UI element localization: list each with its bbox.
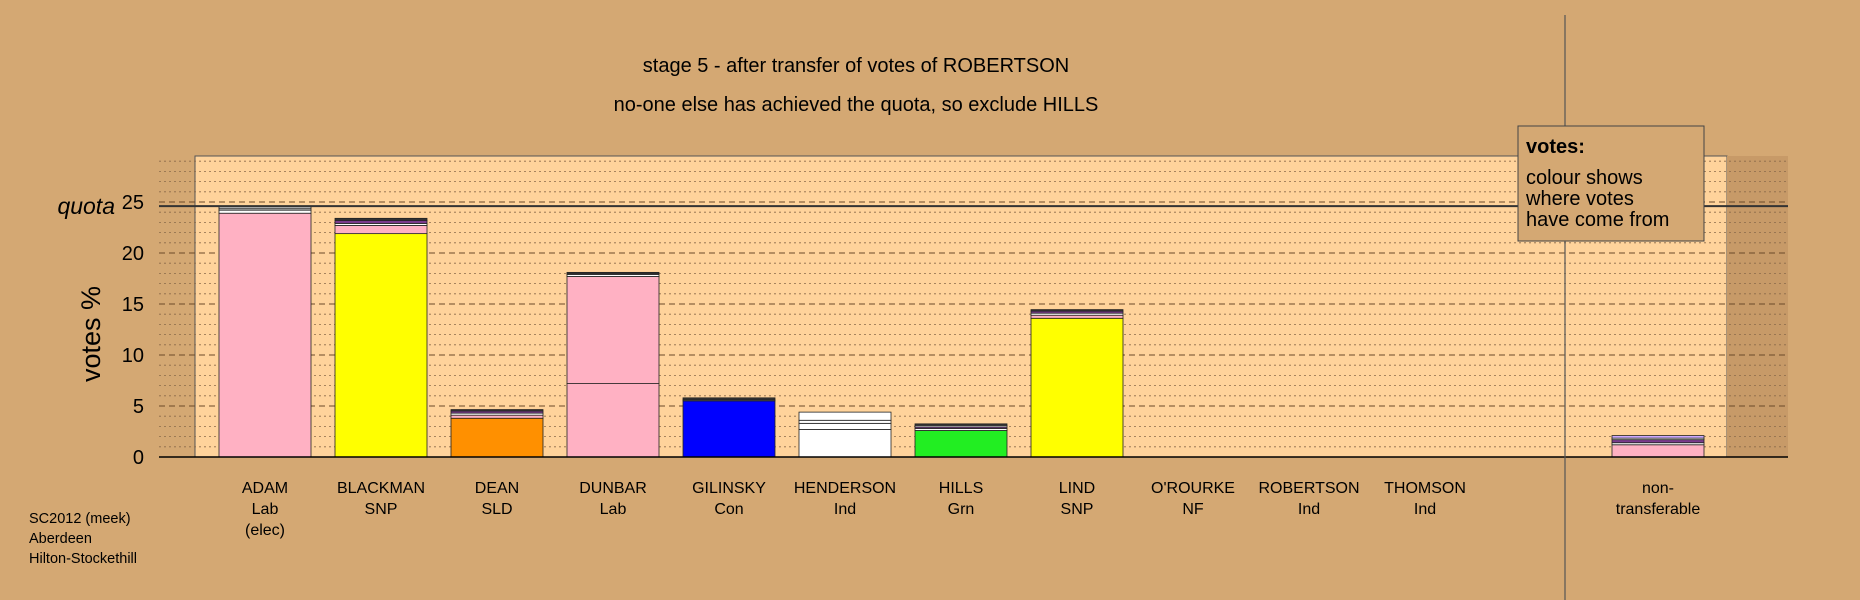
bar-segment (334, 219, 428, 224)
y-tick-label: 5 (133, 396, 144, 418)
candidate-labels: ADAM Lab (elec) BLACKMAN SNP DEAN SLD DUNBAR Lab… (242, 480, 1700, 539)
right-shade (1727, 156, 1788, 457)
chart-title: stage 5 - after transfer of votes of ROB… (643, 55, 1069, 77)
bar-segment (218, 212, 312, 458)
grid-lines (159, 160, 1788, 448)
nontransferable-label: non- (1642, 480, 1674, 497)
candidate-party-label: Lab (252, 501, 279, 518)
candidate-name-label: HILLS (939, 480, 983, 497)
candidate-party-label: SNP (365, 501, 398, 518)
footnote-line: Hilton-Stockethill (29, 551, 137, 567)
candidate-name-label: BLACKMAN (337, 480, 425, 497)
y-tick-label: 0 (133, 447, 144, 469)
bar-segment (1030, 309, 1124, 312)
legend-line: colour shows (1526, 167, 1643, 189)
bar-segment (566, 383, 660, 458)
bar-segment (682, 397, 776, 401)
right-margin-shade (1727, 156, 1788, 457)
footnote-line: Aberdeen (29, 531, 92, 547)
candidate-party-label: SLD (481, 501, 512, 518)
candidate-party-label: Ind (834, 501, 856, 518)
legend-title: votes: (1526, 136, 1585, 158)
candidate-party-label: NF (1182, 501, 1204, 518)
bar-segment (450, 417, 544, 458)
candidate-party-label: Con (714, 501, 743, 518)
bar-segment (1030, 317, 1124, 458)
candidate-name-label: THOMSON (1384, 480, 1466, 497)
nontransferable-bar-segment (1611, 435, 1705, 439)
bar-segment (682, 400, 776, 458)
bar-segment (334, 233, 428, 458)
y-axis: 0 5 10 15 20 25 (122, 192, 144, 469)
legend-line: where votes (1525, 188, 1634, 210)
footnote: SC2012 (meek) Aberdeen Hilton-Stockethil… (29, 511, 137, 567)
candidate-party-label: Lab (600, 501, 627, 518)
chart-subtitle: no-one else has achieved the quota, so e… (614, 94, 1099, 116)
y-tick-label: 25 (122, 192, 144, 214)
candidate-party-label: Ind (1298, 501, 1320, 518)
bar-segment (798, 429, 892, 458)
bar-segment (450, 414, 544, 419)
bar-segment (218, 209, 312, 214)
bar-segment (1030, 314, 1124, 319)
bar-segment (914, 423, 1008, 426)
nontransferable-bar-segment (1611, 444, 1705, 458)
bar-segment (566, 276, 660, 384)
candidate-name-label: HENDERSON (794, 480, 896, 497)
bar-segment (450, 409, 544, 412)
footnote-line: SC2012 (meek) (29, 511, 131, 527)
y-axis-title: votes % (76, 286, 106, 382)
legend-box (1517, 125, 1705, 242)
candidate-name-label: ADAM (242, 480, 288, 497)
candidate-party-label: Grn (948, 501, 975, 518)
candidate-name-label: DUNBAR (579, 480, 647, 497)
quota-label: quota (57, 193, 115, 219)
bar-segment (334, 225, 428, 235)
y-tick-label: 15 (122, 294, 144, 316)
bar-segment (798, 422, 892, 430)
y-tick-label: 20 (122, 243, 144, 265)
nontransferable-bar-segment (1611, 439, 1705, 444)
candidate-note-label: (elec) (245, 522, 285, 539)
candidate-name-label: ROBERTSON (1258, 480, 1359, 497)
bars (218, 206, 1705, 458)
legend: votes: colour shows where votes have com… (1517, 125, 1705, 242)
candidate-name-label: GILINSKY (692, 480, 766, 497)
bar-segment (914, 430, 1008, 458)
candidate-name-label: DEAN (475, 480, 519, 497)
candidate-name-label: O'ROURKE (1151, 480, 1235, 497)
candidate-party-label: Ind (1414, 501, 1436, 518)
candidate-party-label: SNP (1061, 501, 1094, 518)
bar-segment (798, 411, 892, 421)
bar-segment (334, 217, 428, 221)
candidate-name-label: LIND (1059, 480, 1095, 497)
legend-line: have come from (1526, 209, 1669, 231)
bar-segment (798, 419, 892, 424)
y-tick-label: 10 (122, 345, 144, 367)
nontransferable-label: transferable (1616, 501, 1701, 518)
bar-segment (566, 271, 660, 274)
